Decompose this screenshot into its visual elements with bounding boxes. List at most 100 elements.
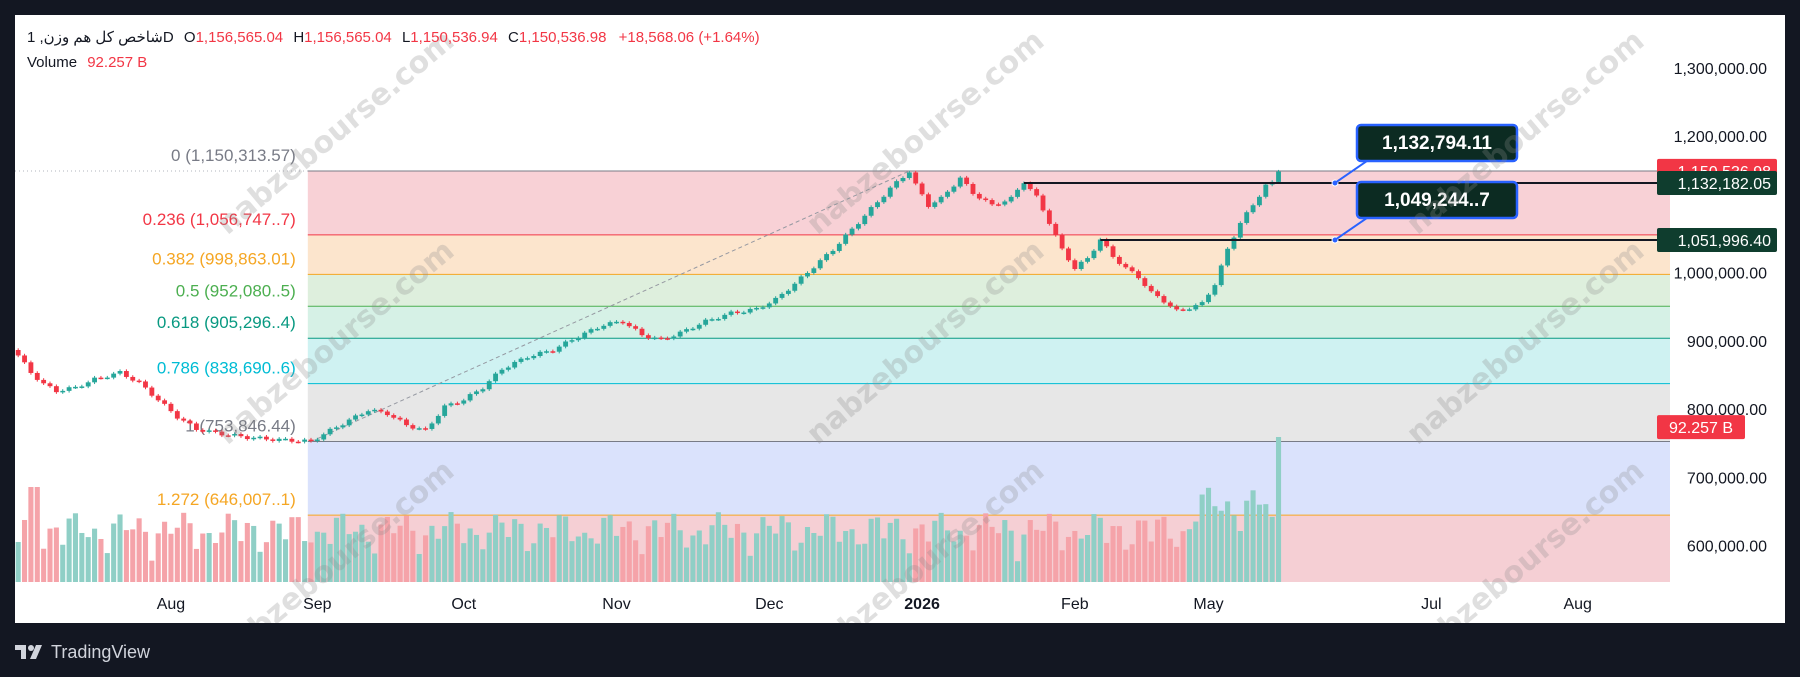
- candle-body: [225, 435, 231, 437]
- candle-body: [881, 196, 887, 203]
- fib-level-label: 0.786 (838,690..6): [157, 359, 296, 378]
- volume-bar: [792, 550, 798, 582]
- candle-body: [1276, 171, 1281, 182]
- candle-body: [98, 377, 104, 380]
- volume-bar: [295, 517, 301, 582]
- volume-bar: [1059, 550, 1065, 582]
- candle-body: [741, 312, 747, 315]
- volume-bar: [913, 528, 919, 582]
- volume-bar: [747, 555, 753, 582]
- candle-body: [302, 439, 308, 442]
- volume-bar: [1161, 516, 1167, 582]
- callout-pointer: [1334, 217, 1368, 241]
- candle-body: [1059, 235, 1065, 249]
- volume-bar: [162, 521, 168, 582]
- volume-bar: [696, 530, 702, 582]
- y-tick-label: 1,000,000.00: [1674, 266, 1768, 283]
- candle-body: [257, 436, 263, 439]
- volume-bar: [397, 525, 403, 582]
- tradingview-branding[interactable]: TradingView: [15, 638, 150, 666]
- y-tick-label: 700,000.00: [1687, 470, 1767, 487]
- x-tick-label: Jul: [1421, 596, 1441, 613]
- candle-body: [690, 328, 696, 331]
- candle-body: [512, 361, 518, 368]
- volume-bar: [454, 523, 460, 582]
- volume-legend[interactable]: Volume 92.257 B: [27, 54, 147, 71]
- fib-level-label: 0.5 (952,080..5): [176, 281, 296, 300]
- candle-body: [1072, 260, 1078, 270]
- ray-price-tag-bg[interactable]: [1657, 227, 1777, 252]
- volume-bar: [117, 514, 123, 582]
- volume-bar: [270, 520, 276, 582]
- candle-body: [868, 207, 874, 216]
- volume-bar: [1129, 544, 1135, 582]
- symbol-legend[interactable]: شاخص کل هم وزن, 1D O1,156,565.04 H1,156,…: [27, 28, 760, 46]
- volume-bar: [1046, 513, 1052, 582]
- volume-bar: [130, 529, 136, 582]
- x-tick-label: Sep: [303, 596, 332, 613]
- candle-body: [779, 293, 785, 298]
- ray-price-tag-bg[interactable]: [1657, 170, 1777, 195]
- volume-bar: [66, 518, 72, 582]
- y-tick-label: 1,200,000.00: [1674, 129, 1768, 146]
- volume-bar: [174, 527, 180, 582]
- candle-body: [365, 411, 371, 415]
- candle-body: [626, 322, 632, 327]
- candle-body: [677, 331, 683, 337]
- chart-panel[interactable]: 0 (1,150,313.57) 0.236 (1,056,747..7) 0.38…: [15, 15, 1785, 623]
- candle-body: [232, 434, 238, 436]
- candlestick-chart[interactable]: 0 (1,150,313.57) 0.236 (1,056,747..7) 0.38…: [15, 15, 1785, 623]
- candle-body: [474, 391, 479, 395]
- symbol-name[interactable]: شاخص کل هم وزن, 1D: [27, 29, 174, 46]
- volume-tag-bg[interactable]: [1657, 415, 1745, 440]
- time-axis[interactable]: Aug Sep Oct Nov Dec 2026 Feb May Jul Aug: [157, 596, 1592, 613]
- volume-bar: [652, 520, 658, 582]
- volume-bar: [894, 518, 900, 582]
- candle-body: [976, 193, 982, 199]
- candle-body: [41, 379, 47, 384]
- volume-bar: [1231, 515, 1237, 582]
- candle-body: [747, 308, 753, 313]
- volume-value: 92.257 B: [87, 54, 148, 71]
- volume-bar: [60, 544, 66, 582]
- price-axis[interactable]: 600,000.00 700,000.00 800,000.00 900,000.00…: [1657, 61, 1777, 556]
- candle-body: [1167, 302, 1173, 307]
- candle-body: [34, 372, 40, 380]
- volume-bar: [1263, 504, 1269, 582]
- volume-bar: [149, 560, 155, 582]
- volume-bar: [874, 517, 881, 582]
- y-tick-label: 900,000.00: [1687, 334, 1767, 351]
- volume-bar: [754, 533, 760, 582]
- callout-box[interactable]: [1355, 180, 1519, 220]
- horizontal-rays[interactable]: 1,132,794.11 1,049,244..7: [1023, 123, 1670, 244]
- candle-body: [760, 307, 766, 309]
- candle-body: [1148, 285, 1154, 292]
- candle-body: [537, 351, 543, 356]
- fib-level-label: 0.236 (1,056,747..7): [143, 210, 296, 229]
- volume-bar: [1212, 506, 1218, 582]
- callout-label: 1,049,244..7: [1384, 190, 1490, 211]
- candle-body: [467, 394, 473, 401]
- candle-body: [480, 389, 486, 392]
- candle-body: [855, 224, 861, 229]
- callout-box[interactable]: [1355, 123, 1519, 163]
- volume-bar: [423, 535, 429, 582]
- volume-bar: [1015, 561, 1021, 582]
- candle-body: [1136, 271, 1141, 279]
- volume-bars: [15, 437, 1282, 582]
- candle-body: [117, 371, 123, 374]
- volume-bar: [639, 554, 645, 582]
- candle-body: [1034, 189, 1040, 196]
- fib-level-label: 1.272 (646,007..1): [157, 490, 296, 509]
- candle-body: [919, 183, 925, 195]
- volume-bar: [626, 521, 632, 582]
- volume-bar: [1116, 526, 1122, 582]
- volume-bar: [429, 525, 435, 582]
- volume-bar: [741, 532, 747, 582]
- callout-label: 1,132,794.11: [1382, 133, 1492, 154]
- candle-body: [1104, 239, 1110, 247]
- volume-bar: [47, 528, 53, 582]
- candle-body: [454, 403, 460, 405]
- candle-body: [1097, 239, 1103, 251]
- volume-bar: [480, 549, 486, 582]
